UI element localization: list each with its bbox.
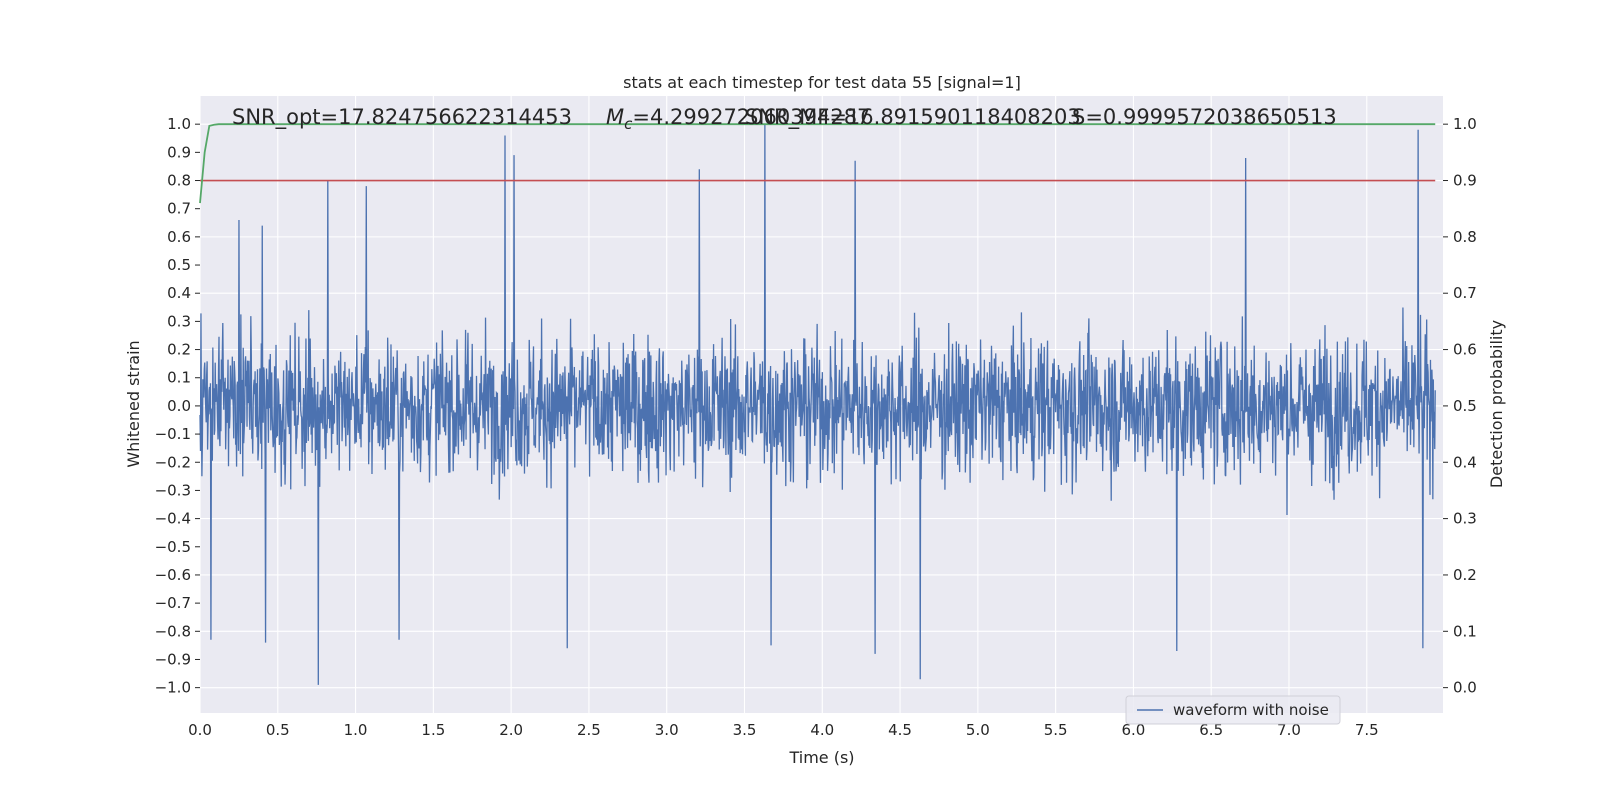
y2-tick-label: 0.5	[1453, 397, 1477, 415]
chart-title: stats at each timestep for test data 55 …	[623, 73, 1021, 92]
x-tick-label: 6.0	[1121, 721, 1145, 739]
y-tick-label: 0.8	[167, 172, 191, 190]
y-tick-label: −0.2	[155, 453, 191, 471]
y2-axis-label: Detection probability	[1487, 320, 1506, 488]
y2-tick-label: 0.9	[1453, 172, 1477, 190]
chirp-mass-value: =4.299272060394287	[632, 105, 870, 129]
y-tick-label: 0.2	[167, 341, 191, 359]
x-tick-label: 1.5	[421, 721, 445, 739]
y2-tick-label: 0.0	[1453, 679, 1477, 697]
y-tick-label: 0.0	[167, 397, 191, 415]
chirp-mass-annotation: Mc=4.299272060394287	[606, 105, 870, 133]
y-tick-label: 0.4	[167, 284, 191, 302]
y-tick-label: 1.0	[167, 115, 191, 133]
y-tick-label: 0.3	[167, 312, 191, 330]
series-layer	[199, 123, 1436, 685]
x-tick-label: 7.5	[1355, 721, 1379, 739]
y-tick-label: 0.7	[167, 200, 191, 218]
y2-tick-label: 0.3	[1453, 510, 1477, 528]
x-tick-label: 5.0	[966, 721, 990, 739]
y-tick-label: −0.6	[155, 566, 191, 584]
waveform-line	[199, 124, 1436, 685]
y-tick-label: 0.5	[167, 256, 191, 274]
y2-tick-label: 1.0	[1453, 115, 1477, 133]
y-tick-label: −1.0	[155, 679, 191, 697]
y2-tick-label: 0.6	[1453, 341, 1477, 359]
x-tick-label: 1.0	[344, 721, 368, 739]
y-tick-label: −0.7	[155, 594, 191, 612]
y2-tick-label: 0.8	[1453, 228, 1477, 246]
chirp-mass-symbol: M	[606, 105, 624, 129]
y-tick-label: −0.4	[155, 510, 191, 528]
legend: waveform with noise	[1125, 695, 1341, 725]
probability-line	[199, 123, 1436, 204]
snr-opt-annotation: SNR_opt=17.824756622314453	[232, 105, 572, 130]
x-tick-label: 4.5	[888, 721, 912, 739]
detection-statistic-annotation: S=0.9999572038650513	[1072, 105, 1337, 129]
x-tick-label: 4.0	[810, 721, 834, 739]
x-tick-label: 6.5	[1199, 721, 1223, 739]
stats-annotations: SNR_opt=17.824756622314453 Mc=4.29927206…	[232, 105, 1337, 133]
x-tick-label: 7.0	[1277, 721, 1301, 739]
y-tick-label: 0.9	[167, 143, 191, 161]
x-tick-label: 2.0	[499, 721, 523, 739]
legend-label-waveform: waveform with noise	[1173, 701, 1329, 719]
x-tick-label: 3.5	[733, 721, 757, 739]
x-axis-label: Time (s)	[788, 748, 854, 767]
y2-tick-label: 0.4	[1453, 453, 1477, 471]
y-axis-label: Whitened strain	[124, 340, 143, 467]
y2-tick-label: 0.1	[1453, 622, 1477, 640]
y-tick-label: −0.8	[155, 622, 191, 640]
x-tick-label: 0.5	[266, 721, 290, 739]
y-tick-label: −0.3	[155, 481, 191, 499]
legend-box	[1125, 695, 1341, 725]
y-tick-label: −0.9	[155, 650, 191, 668]
x-tick-label: 2.5	[577, 721, 601, 739]
ticks: 0.0 0.5 1.0 1.5 2.0 2.5 3.0 3.5 4.0 4.5 5.0 5.5 6.0 6…	[155, 115, 1477, 739]
chirp-mass-subscript: c	[624, 115, 633, 133]
y-tick-label: 0.6	[167, 228, 191, 246]
y2-tick-label: 0.7	[1453, 284, 1477, 302]
y-tick-label: 0.1	[167, 369, 191, 387]
x-tick-label: 5.5	[1044, 721, 1068, 739]
y2-tick-label: 0.2	[1453, 566, 1477, 584]
y-tick-label: −0.5	[155, 538, 191, 556]
x-tick-label: 3.0	[655, 721, 679, 739]
snr-mf-annotation: SNR_MF=16.891590118408203	[745, 105, 1081, 130]
x-tick-label: 0.0	[188, 721, 212, 739]
y-tick-label: −0.1	[155, 425, 191, 443]
